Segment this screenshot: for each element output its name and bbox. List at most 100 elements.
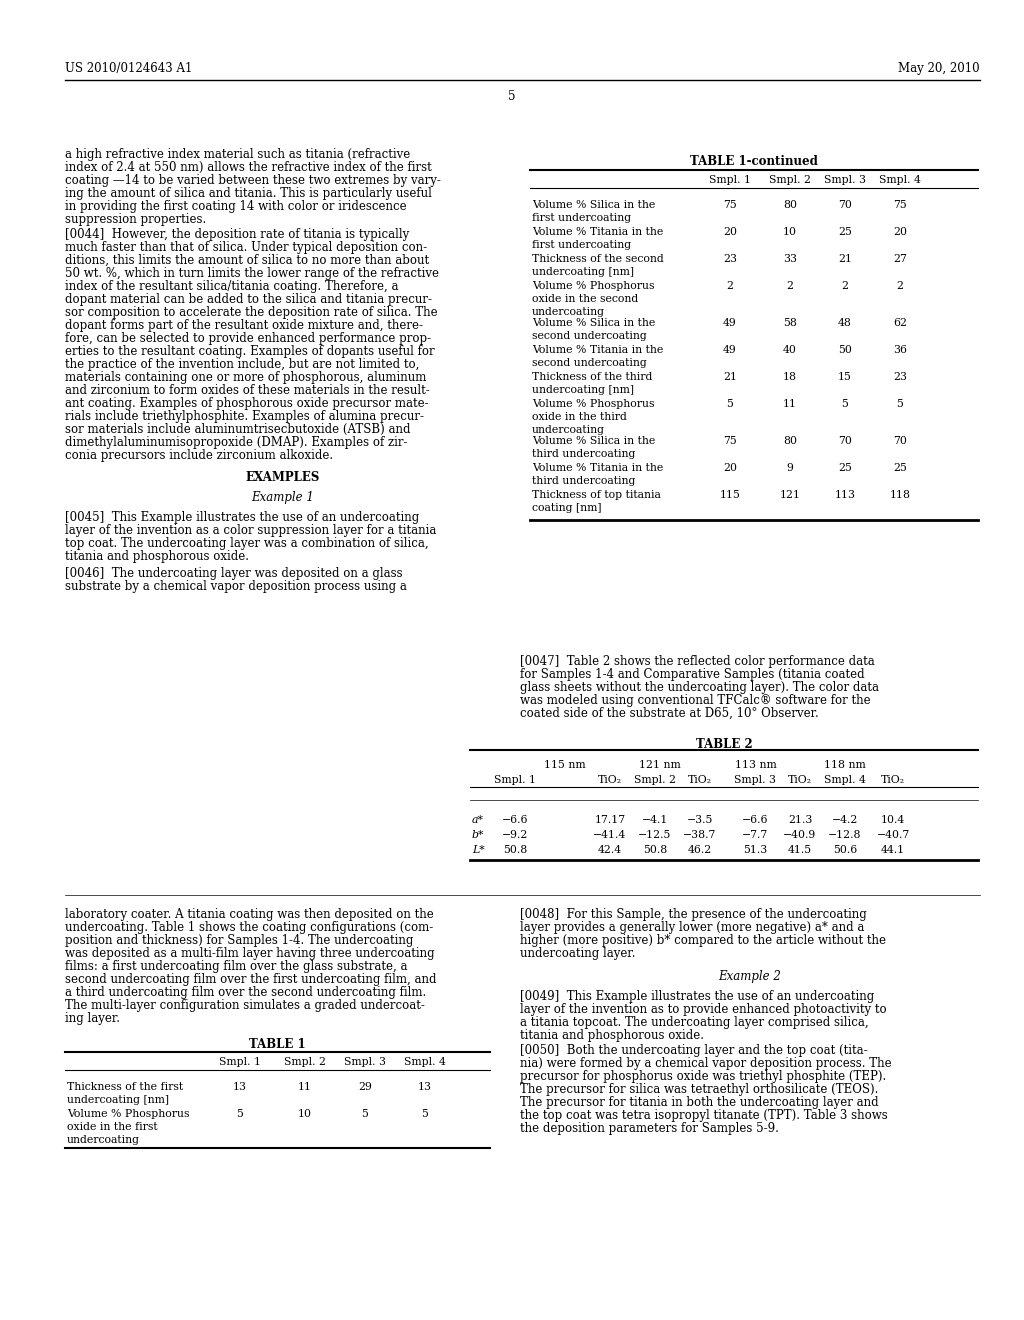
Text: precursor for phosphorus oxide was triethyl phosphite (TEP).: precursor for phosphorus oxide was triet…	[520, 1071, 886, 1082]
Text: 25: 25	[838, 227, 852, 238]
Text: Smpl. 4: Smpl. 4	[879, 176, 921, 185]
Text: 10: 10	[783, 227, 797, 238]
Text: 2: 2	[842, 281, 849, 290]
Text: 2: 2	[786, 281, 794, 290]
Text: 80: 80	[783, 201, 797, 210]
Text: −6.6: −6.6	[502, 814, 528, 825]
Text: second undercoating film over the first undercoating film, and: second undercoating film over the first …	[65, 973, 436, 986]
Text: 48: 48	[838, 318, 852, 327]
Text: Volume % Silica in the: Volume % Silica in the	[532, 436, 655, 446]
Text: −12.5: −12.5	[638, 830, 672, 840]
Text: 42.4: 42.4	[598, 845, 622, 855]
Text: Smpl. 3: Smpl. 3	[824, 176, 866, 185]
Text: third undercoating: third undercoating	[532, 449, 635, 459]
Text: top coat. The undercoating layer was a combination of silica,: top coat. The undercoating layer was a c…	[65, 537, 429, 550]
Text: 9: 9	[786, 463, 794, 473]
Text: conia precursors include zirconium alkoxide.: conia precursors include zirconium alkox…	[65, 449, 333, 462]
Text: 2: 2	[726, 281, 733, 290]
Text: 5: 5	[508, 90, 516, 103]
Text: 115 nm: 115 nm	[544, 760, 586, 770]
Text: 10.4: 10.4	[881, 814, 905, 825]
Text: Volume % Titania in the: Volume % Titania in the	[532, 227, 664, 238]
Text: position and thickness) for Samples 1-4. The undercoating: position and thickness) for Samples 1-4.…	[65, 935, 414, 946]
Text: 70: 70	[838, 436, 852, 446]
Text: TABLE 1: TABLE 1	[249, 1038, 306, 1051]
Text: 115: 115	[720, 490, 740, 500]
Text: 58: 58	[783, 318, 797, 327]
Text: Smpl. 2: Smpl. 2	[284, 1057, 326, 1067]
Text: The precursor for silica was tetraethyl orthosilicate (TEOS).: The precursor for silica was tetraethyl …	[520, 1082, 879, 1096]
Text: 50.6: 50.6	[833, 845, 857, 855]
Text: 25: 25	[893, 463, 907, 473]
Text: The precursor for titania in both the undercoating layer and: The precursor for titania in both the un…	[520, 1096, 879, 1109]
Text: substrate by a chemical vapor deposition process using a: substrate by a chemical vapor deposition…	[65, 579, 407, 593]
Text: 50: 50	[838, 345, 852, 355]
Text: ditions, this limits the amount of silica to no more than about: ditions, this limits the amount of silic…	[65, 253, 429, 267]
Text: Volume % Phosphorus: Volume % Phosphorus	[532, 281, 654, 290]
Text: 50.8: 50.8	[643, 845, 667, 855]
Text: Example 1: Example 1	[251, 491, 314, 504]
Text: layer of the invention as a color suppression layer for a titania: layer of the invention as a color suppre…	[65, 524, 436, 537]
Text: first undercoating: first undercoating	[532, 213, 631, 223]
Text: −7.7: −7.7	[741, 830, 768, 840]
Text: Smpl. 2: Smpl. 2	[634, 775, 676, 785]
Text: 20: 20	[723, 463, 737, 473]
Text: 50 wt. %, which in turn limits the lower range of the refractive: 50 wt. %, which in turn limits the lower…	[65, 267, 439, 280]
Text: Volume % Silica in the: Volume % Silica in the	[532, 318, 655, 327]
Text: 5: 5	[422, 1109, 428, 1119]
Text: undercoating [nm]: undercoating [nm]	[532, 267, 634, 277]
Text: L*: L*	[472, 845, 484, 855]
Text: layer of the invention as to provide enhanced photoactivity to: layer of the invention as to provide enh…	[520, 1003, 887, 1016]
Text: EXAMPLES: EXAMPLES	[246, 471, 319, 484]
Text: oxide in the third: oxide in the third	[532, 412, 627, 422]
Text: 25: 25	[838, 463, 852, 473]
Text: [0050]  Both the undercoating layer and the top coat (tita-: [0050] Both the undercoating layer and t…	[520, 1044, 867, 1057]
Text: laboratory coater. A titania coating was then deposited on the: laboratory coater. A titania coating was…	[65, 908, 434, 921]
Text: 121: 121	[779, 490, 801, 500]
Text: 21: 21	[838, 253, 852, 264]
Text: US 2010/0124643 A1: US 2010/0124643 A1	[65, 62, 193, 75]
Text: 40: 40	[783, 345, 797, 355]
Text: −6.6: −6.6	[741, 814, 768, 825]
Text: 18: 18	[783, 372, 797, 381]
Text: Smpl. 1: Smpl. 1	[494, 775, 536, 785]
Text: sor composition to accelerate the deposition rate of silica. The: sor composition to accelerate the deposi…	[65, 306, 437, 319]
Text: nia) were formed by a chemical vapor deposition process. The: nia) were formed by a chemical vapor dep…	[520, 1057, 892, 1071]
Text: a third undercoating film over the second undercoating film.: a third undercoating film over the secon…	[65, 986, 426, 999]
Text: undercoating [nm]: undercoating [nm]	[532, 385, 634, 395]
Text: 20: 20	[723, 227, 737, 238]
Text: 113 nm: 113 nm	[735, 760, 777, 770]
Text: ing layer.: ing layer.	[65, 1012, 120, 1026]
Text: first undercoating: first undercoating	[532, 240, 631, 249]
Text: 118 nm: 118 nm	[824, 760, 866, 770]
Text: −4.2: −4.2	[831, 814, 858, 825]
Text: 121 nm: 121 nm	[639, 760, 681, 770]
Text: suppression properties.: suppression properties.	[65, 213, 206, 226]
Text: −9.2: −9.2	[502, 830, 528, 840]
Text: 21: 21	[723, 372, 737, 381]
Text: 70: 70	[838, 201, 852, 210]
Text: Thickness of the first: Thickness of the first	[67, 1082, 183, 1092]
Text: −38.7: −38.7	[683, 830, 717, 840]
Text: a titania topcoat. The undercoating layer comprised silica,: a titania topcoat. The undercoating laye…	[520, 1016, 868, 1030]
Text: TABLE 1-continued: TABLE 1-continued	[690, 154, 818, 168]
Text: 13: 13	[418, 1082, 432, 1092]
Text: 118: 118	[890, 490, 910, 500]
Text: 13: 13	[233, 1082, 247, 1092]
Text: a*: a*	[472, 814, 484, 825]
Text: layer provides a generally lower (more negative) a* and a: layer provides a generally lower (more n…	[520, 921, 864, 935]
Text: oxide in the first: oxide in the first	[67, 1122, 158, 1133]
Text: dopant forms part of the resultant oxide mixture and, there-: dopant forms part of the resultant oxide…	[65, 319, 423, 333]
Text: 17.17: 17.17	[595, 814, 626, 825]
Text: films: a first undercoating film over the glass substrate, a: films: a first undercoating film over th…	[65, 960, 408, 973]
Text: 10: 10	[298, 1109, 312, 1119]
Text: 29: 29	[358, 1082, 372, 1092]
Text: glass sheets without the undercoating layer). The color data: glass sheets without the undercoating la…	[520, 681, 879, 694]
Text: 5: 5	[727, 399, 733, 409]
Text: materials containing one or more of phosphorous, aluminum: materials containing one or more of phos…	[65, 371, 426, 384]
Text: second undercoating: second undercoating	[532, 331, 647, 341]
Text: 36: 36	[893, 345, 907, 355]
Text: Thickness of the second: Thickness of the second	[532, 253, 664, 264]
Text: Thickness of the third: Thickness of the third	[532, 372, 652, 381]
Text: TABLE 2: TABLE 2	[695, 738, 753, 751]
